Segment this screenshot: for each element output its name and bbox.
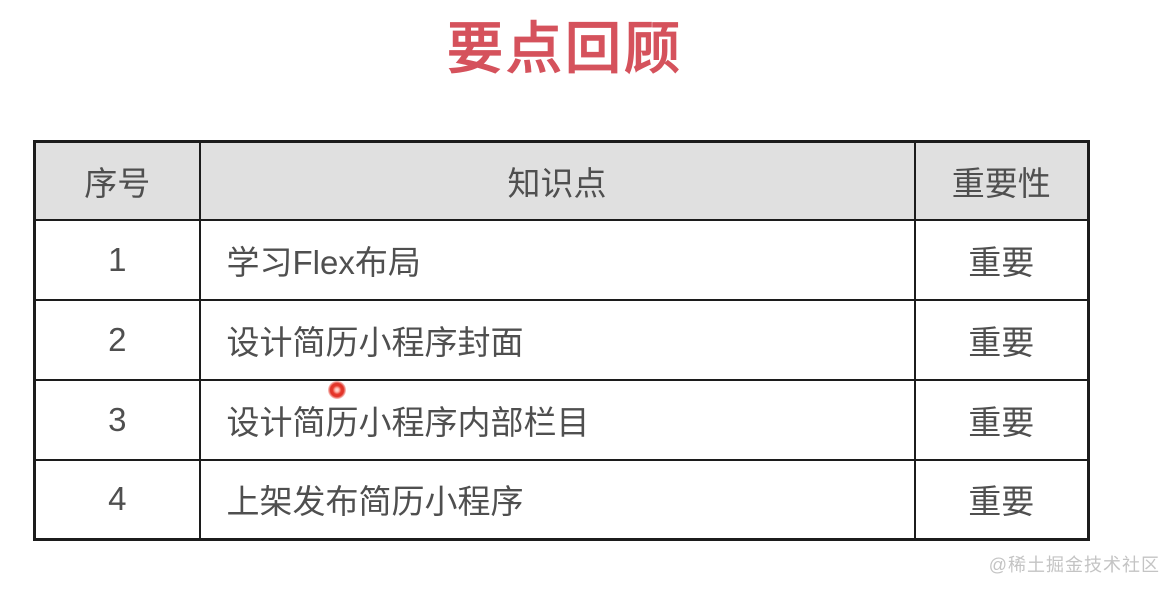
row-importance: 重要 bbox=[913, 378, 1090, 461]
column-header-topic: 知识点 bbox=[198, 140, 916, 221]
column-header-number: 序号 bbox=[33, 140, 201, 221]
row-topic: 学习Flex布局 bbox=[198, 218, 916, 301]
table-row: 4 上架发布简历小程序 重要 bbox=[33, 458, 1090, 541]
row-number: 3 bbox=[33, 378, 201, 461]
row-number: 4 bbox=[33, 458, 201, 541]
row-topic: 设计简历小程序内部栏目 bbox=[198, 378, 916, 461]
table-row: 2 设计简历小程序封面 重要 bbox=[33, 298, 1090, 381]
row-importance: 重要 bbox=[913, 218, 1090, 301]
page-title: 要点回顾 bbox=[447, 17, 683, 80]
column-header-importance: 重要性 bbox=[913, 140, 1090, 221]
row-number: 1 bbox=[33, 218, 201, 301]
table-row: 1 学习Flex布局 重要 bbox=[33, 218, 1090, 301]
row-importance: 重要 bbox=[913, 458, 1090, 541]
row-importance: 重要 bbox=[913, 298, 1090, 381]
row-number: 2 bbox=[33, 298, 201, 381]
row-topic: 上架发布简历小程序 bbox=[198, 458, 916, 541]
row-topic: 设计简历小程序封面 bbox=[198, 298, 916, 381]
review-table: 序号 知识点 重要性 1 学习Flex布局 重要 2 设计简历小程序封面 重要 … bbox=[33, 140, 1090, 541]
table-row: 3 设计简历小程序内部栏目 重要 bbox=[33, 378, 1090, 461]
table-header-row: 序号 知识点 重要性 bbox=[33, 140, 1090, 221]
watermark: @稀土掘金技术社区 bbox=[988, 555, 1160, 575]
